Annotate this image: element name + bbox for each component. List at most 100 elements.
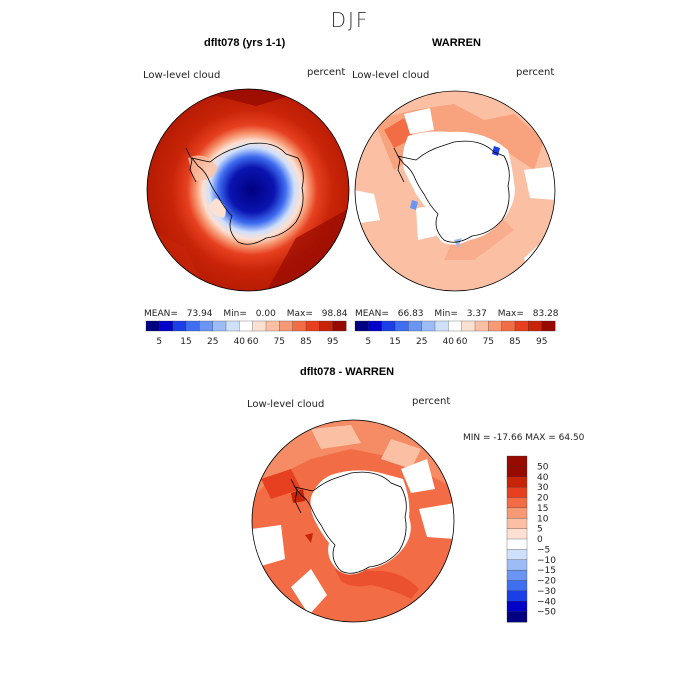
colorbar-tick-label: −10 — [537, 556, 556, 566]
polar-map-model — [146, 88, 350, 292]
colorbar-tick-label: 60 — [456, 337, 468, 347]
colorbar-tick-label: −15 — [537, 566, 556, 576]
units-label-model: percent — [307, 67, 346, 78]
polar-map-obs — [354, 90, 556, 292]
variable-label-model: Low-level cloud — [143, 70, 221, 81]
colorbar-swatch — [461, 320, 476, 332]
colorbar-swatch — [265, 320, 280, 332]
colorbar-swatch — [506, 559, 528, 571]
colorbar-tick-label: 40 — [443, 337, 455, 347]
max-value: 83.28 — [532, 309, 559, 319]
colorbar-tick-label: 5 — [156, 337, 162, 347]
variable-label-obs: Low-level cloud — [352, 70, 430, 81]
colorbar-tick-label: 15 — [537, 504, 548, 514]
colorbar-swatch — [474, 320, 489, 332]
panel-title-obs: WARREN — [432, 37, 481, 49]
colorbar-tick-label: −50 — [537, 608, 556, 618]
colorbar-swatch — [514, 320, 529, 332]
colorbar-tick-label: −40 — [537, 597, 556, 607]
panel-title-model: dflt078 (yrs 1-1) — [204, 37, 286, 49]
colorbar-swatch — [506, 497, 528, 509]
colorbar-swatch — [185, 320, 200, 332]
colorbar-swatch — [421, 320, 436, 332]
colorbar-tick-label: 15 — [389, 337, 400, 347]
colorbar-swatch — [145, 320, 160, 332]
colorbar-model: 5 15 25 40 60 75 85 95 — [145, 320, 347, 347]
colorbar-tick-label: −30 — [537, 587, 556, 597]
colorbar-obs: 5 15 25 40 60 75 85 95 — [354, 320, 556, 347]
colorbar-swatch — [239, 320, 254, 332]
colorbar-tick-label: 85 — [300, 337, 311, 347]
colorbar-tick-label: 30 — [537, 483, 549, 493]
mean-value: 66.83 — [397, 309, 424, 319]
colorbar-tick-label: 95 — [327, 337, 338, 347]
units-label-diff: percent — [412, 396, 451, 407]
colorbar-swatch — [368, 320, 383, 332]
min-label: Min= — [434, 309, 458, 319]
colorbar-swatch — [332, 320, 347, 332]
colorbar-tick-label: 20 — [537, 494, 549, 504]
colorbar-tick-label: 95 — [536, 337, 547, 347]
colorbar-swatch — [506, 611, 528, 623]
colorbar-swatch — [506, 601, 528, 613]
colorbar-tick-label: 75 — [274, 337, 285, 347]
colorbar-tick-label: 5 — [537, 525, 543, 535]
colorbar-swatch — [212, 320, 227, 332]
colorbar-swatch — [354, 320, 369, 332]
colorbar-swatch — [279, 320, 294, 332]
colorbar-swatch — [541, 320, 556, 332]
colorbar-swatch — [448, 320, 463, 332]
colorbar-tick-label: 25 — [416, 337, 427, 347]
colorbar-tick-label: 40 — [537, 473, 549, 483]
colorbar-tick-label: 50 — [537, 462, 549, 472]
colorbar-swatch — [501, 320, 516, 332]
min-value: 0.00 — [255, 309, 276, 319]
season-title: DJF — [330, 8, 370, 32]
colorbar-swatch — [252, 320, 267, 332]
max-label: Max= — [497, 309, 524, 319]
colorbar-swatch — [488, 320, 503, 332]
colorbar-tick-label: 85 — [509, 337, 520, 347]
min-value: 3.37 — [466, 309, 487, 319]
colorbar-swatch — [506, 476, 528, 488]
colorbar-tick-label: 40 — [234, 337, 246, 347]
colorbar-swatch — [506, 466, 528, 478]
variable-label-diff: Low-level cloud — [247, 399, 325, 410]
colorbar-swatch — [292, 320, 307, 332]
max-value: 98.84 — [321, 309, 348, 319]
units-label-obs: percent — [516, 67, 555, 78]
colorbar-swatch — [159, 320, 174, 332]
stats-model: MEAN= 73.94 Min= 0.00 Max= 98.84 — [144, 309, 348, 319]
colorbar-tick-label: 15 — [180, 337, 191, 347]
colorbar-swatch — [506, 538, 528, 550]
mean-value: 73.94 — [186, 309, 213, 319]
panel-title-diff: dflt078 - WARREN — [300, 366, 395, 378]
colorbar-swatch — [381, 320, 396, 332]
mean-label: MEAN= — [144, 309, 178, 319]
colorbar-swatch — [506, 518, 528, 530]
stats-diff: MIN = -17.66 MAX = 64.50 — [463, 433, 585, 443]
colorbar-swatch — [394, 320, 409, 332]
colorbar-tick-label: 10 — [537, 514, 549, 524]
polar-map-diff — [251, 419, 455, 623]
mean-label: MEAN= — [355, 309, 389, 319]
colorbar-swatch — [199, 320, 214, 332]
colorbar-tick-label: 25 — [207, 337, 218, 347]
colorbar-swatch — [506, 528, 528, 540]
colorbar-tick-label: −5 — [537, 545, 550, 555]
colorbar-swatch — [305, 320, 320, 332]
colorbar-swatch — [528, 320, 543, 332]
min-label: Min= — [223, 309, 247, 319]
colorbar-swatch — [506, 486, 528, 498]
colorbar-swatch — [408, 320, 423, 332]
colorbar-tick-label: −20 — [537, 577, 556, 587]
stats-obs: MEAN= 66.83 Min= 3.37 Max= 83.28 — [355, 309, 559, 319]
colorbar-swatch — [506, 569, 528, 581]
colorbar-swatch — [506, 549, 528, 561]
colorbar-swatch — [225, 320, 240, 332]
colorbar-swatch — [506, 507, 528, 519]
max-label: Max= — [286, 309, 313, 319]
colorbar-swatch — [434, 320, 449, 332]
colorbar-swatch — [506, 455, 528, 467]
